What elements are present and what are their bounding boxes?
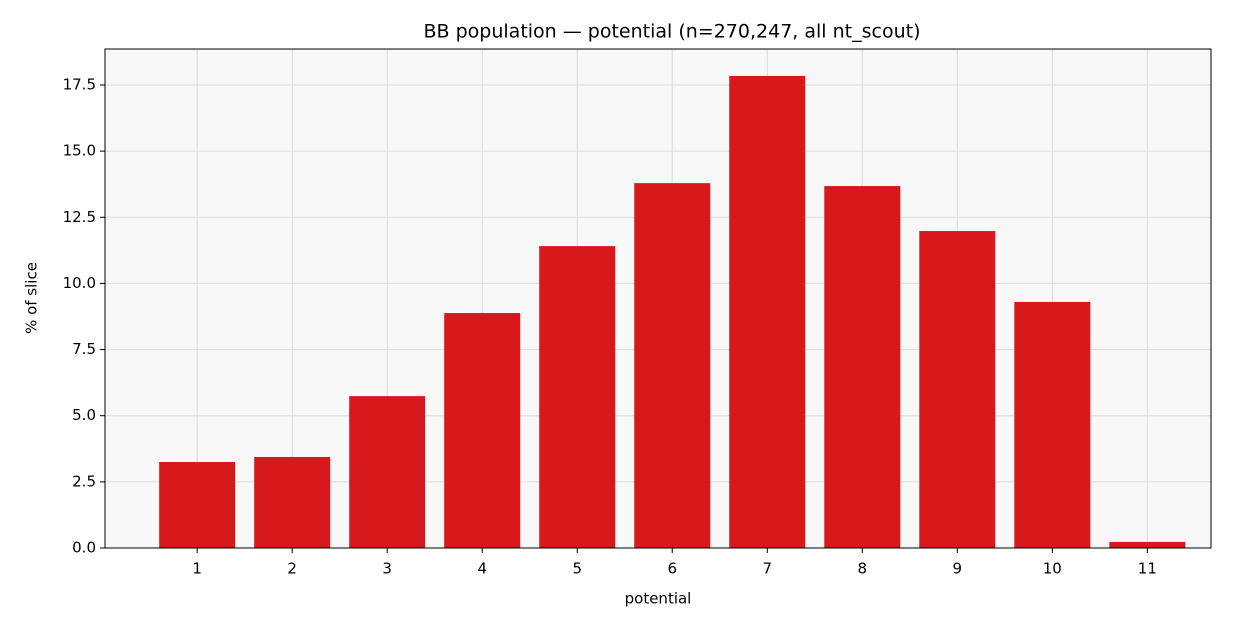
x-tick-label: 5 — [572, 560, 582, 578]
bar — [159, 462, 236, 548]
bar — [254, 456, 331, 548]
y-tick-label: 2.5 — [72, 472, 96, 490]
bar — [729, 75, 806, 548]
y-tick-label: 5.0 — [72, 406, 96, 424]
plot-frame — [104, 48, 1212, 549]
y-tick-label: 17.5 — [63, 75, 96, 93]
bar — [824, 186, 901, 548]
y-tick-label: 15.0 — [63, 142, 96, 160]
x-tick-label: 4 — [477, 560, 487, 578]
x-tick-label: 11 — [1138, 560, 1157, 578]
x-tick-label: 2 — [287, 560, 297, 578]
bar — [444, 313, 521, 548]
x-tick-label: 10 — [1043, 560, 1062, 578]
x-axis-label: potential — [625, 590, 692, 608]
y-tick-label: 12.5 — [63, 208, 96, 226]
x-tick-label: 8 — [858, 560, 868, 578]
x-tick-label: 6 — [667, 560, 677, 578]
x-tick-label: 3 — [382, 560, 392, 578]
chart-title: BB population — potential (n=270,247, al… — [424, 21, 921, 43]
y-tick-label: 10.0 — [63, 274, 96, 292]
bars — [159, 75, 1186, 549]
y-tick-label: 7.5 — [72, 340, 96, 358]
bar — [1014, 301, 1091, 548]
bar — [919, 231, 996, 549]
x-tick-label: 7 — [762, 560, 772, 578]
x-tick-label: 1 — [192, 560, 202, 578]
bar — [349, 396, 426, 548]
bar — [539, 246, 616, 549]
bar — [1109, 541, 1186, 548]
x-tick-label: 9 — [953, 560, 963, 578]
y-tick-label: 0.0 — [72, 539, 96, 557]
y-axis-label: % of slice — [23, 262, 41, 334]
bar — [634, 183, 711, 548]
